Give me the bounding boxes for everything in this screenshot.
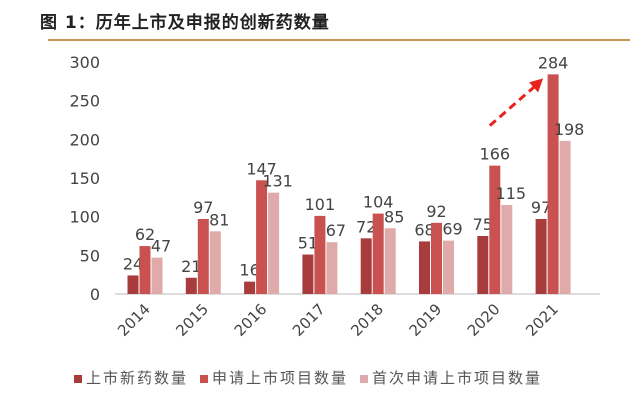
data-label: 16: [239, 261, 259, 280]
x-tick-label: 2014: [114, 300, 154, 340]
data-label: 115: [496, 184, 527, 203]
x-tick-label: 2019: [406, 300, 446, 340]
bar-2016-2: [268, 192, 280, 294]
bar-2016-0: [244, 281, 256, 294]
x-tick-label: 2018: [347, 300, 387, 340]
data-label: 198: [554, 120, 585, 139]
legend-swatch: [74, 374, 82, 383]
data-label: 97: [531, 198, 551, 217]
bar-2019-1: [431, 222, 442, 294]
data-label: 21: [181, 257, 201, 276]
trend-arrow-head: [529, 78, 544, 93]
y-tick-label: 100: [69, 208, 100, 227]
trend-arrow-line: [488, 83, 539, 127]
bar-2014-1: [139, 246, 151, 294]
data-label: 92: [426, 202, 446, 221]
bar-2018-2: [384, 228, 396, 294]
bar-2015-1: [197, 218, 209, 294]
bar-2014-2: [151, 257, 163, 294]
legend-item: 申请上市项目数量: [200, 367, 348, 388]
legend-item: 首次申请上市项目数量: [360, 367, 542, 388]
legend: 上市新药数量 申请上市项目数量 首次申请上市项目数量: [74, 367, 542, 388]
bar-2015-2: [209, 231, 221, 294]
bar-2019-2: [443, 240, 454, 294]
data-label: 131: [262, 172, 293, 191]
bar-2021-0: [535, 218, 547, 294]
x-tick-label: 2020: [464, 300, 504, 340]
legend-label: 首次申请上市项目数量: [372, 369, 543, 387]
chart-title: 图 1：历年上市及申报的创新药数量: [40, 13, 330, 33]
bar-2020-2: [501, 205, 513, 294]
data-label: 68: [414, 220, 434, 239]
legend-label: 申请上市项目数量: [212, 369, 349, 387]
data-label: 81: [209, 210, 229, 229]
bar-2019-0: [419, 241, 430, 294]
data-label: 85: [384, 207, 404, 226]
bar-2020-0: [477, 236, 489, 294]
bar-2014-0: [127, 275, 139, 294]
data-label: 97: [193, 198, 213, 217]
data-label: 67: [326, 221, 346, 240]
y-tick-label: 250: [69, 92, 100, 111]
data-label: 75: [473, 215, 493, 234]
data-label: 69: [442, 220, 462, 239]
bar-2018-1: [372, 213, 384, 294]
data-label: 284: [538, 53, 569, 72]
y-tick-label: 0: [90, 285, 100, 304]
data-label: 166: [480, 145, 511, 164]
x-tick-label: 2015: [172, 300, 212, 340]
data-label: 47: [151, 237, 171, 256]
bar-2015-0: [185, 277, 197, 294]
x-tick-label: 2016: [231, 300, 271, 340]
y-tick-label: 200: [69, 130, 100, 149]
bar-2018-0: [360, 238, 372, 294]
data-label: 72: [356, 217, 376, 236]
data-label: 104: [363, 193, 394, 212]
y-tick-label: 150: [69, 169, 100, 188]
data-label: 101: [305, 195, 336, 214]
legend-swatch: [200, 374, 209, 383]
title-divider: [48, 39, 630, 41]
bar-2017-2: [326, 242, 338, 294]
x-tick-label: 2021: [522, 300, 562, 340]
data-label: 24: [123, 254, 143, 273]
bar-2017-0: [302, 254, 314, 294]
y-tick-label: 50: [80, 246, 100, 265]
legend-label: 上市新药数量: [86, 369, 189, 387]
bar-2017-1: [314, 215, 326, 294]
data-label: 51: [298, 234, 318, 253]
bar-2020-1: [489, 165, 501, 294]
x-tick-label: 2017: [289, 300, 329, 340]
bar-2016-1: [256, 180, 268, 294]
data-label: 147: [246, 159, 277, 178]
legend-swatch: [360, 374, 369, 383]
y-tick-label: 300: [69, 53, 100, 72]
bar-2021-1: [547, 74, 559, 294]
data-label: 62: [135, 225, 155, 244]
bar-2021-2: [559, 140, 571, 294]
legend-item: 上市新药数量: [74, 367, 188, 388]
